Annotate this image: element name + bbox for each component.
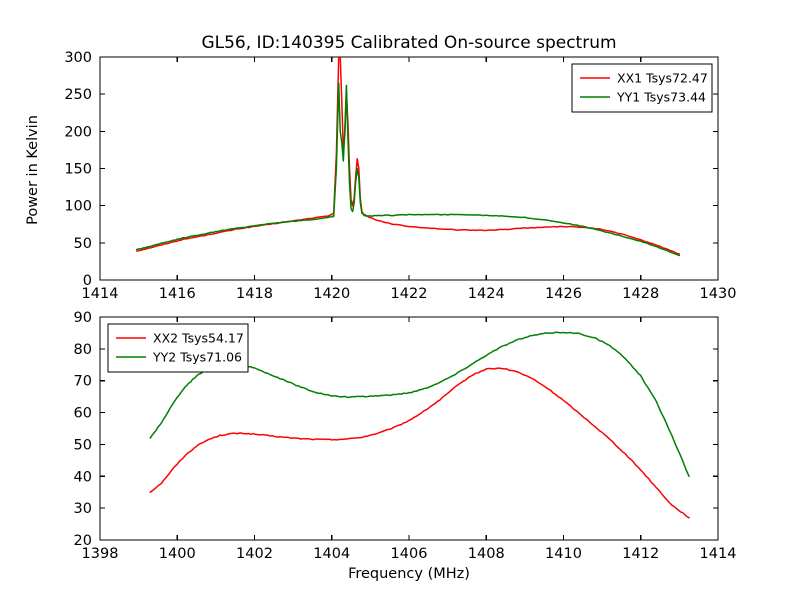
legend-frame (107, 323, 249, 373)
bottom-x-axis-label: Frequency (MHz) (348, 566, 470, 582)
top-plot-frame (99, 56, 719, 281)
bottom-axis-ticks: 1398 1400 1402 1404 1406 1408 1410 1412 1414 20 30… (74, 310, 737, 562)
series-line-xx1 (135, 57, 681, 255)
series-line-yy1 (135, 82, 681, 257)
bottom-plot-frame (99, 316, 719, 541)
y-tick-label: 300 (64, 50, 92, 66)
x-tick-label: 1416 (159, 286, 196, 302)
bottom-panel: 1398 1400 1402 1404 1406 1408 1410 1412 1414 20 30… (74, 310, 737, 582)
x-tick-label: 1424 (468, 286, 505, 302)
x-tick-label: 1408 (468, 546, 505, 562)
legend-entry-label: YY2 Tsys71.06 (152, 350, 242, 365)
y-tick-label: 0 (83, 273, 92, 289)
top-panel: GL56, ID:140395 Calibrated On-source spe… (25, 33, 736, 302)
x-tick-label: 1430 (700, 286, 737, 302)
bottom-legend[interactable]: XX2 Tsys54.17 YY2 Tsys71.06 (107, 323, 249, 373)
legend-entry-label: YY1 Tsys73.44 (616, 90, 706, 105)
y-tick-label: 20 (74, 533, 92, 549)
x-tick-label: 1410 (545, 546, 582, 562)
y-tick-label: 50 (74, 437, 92, 453)
x-tick-label: 1422 (391, 286, 428, 302)
y-tick-label: 30 (74, 501, 92, 517)
x-tick-label: 1414 (82, 286, 119, 302)
legend-frame (571, 63, 713, 113)
x-tick-label: 1412 (622, 546, 659, 562)
page-title: GL56, ID:140395 Calibrated On-source spe… (201, 33, 616, 53)
y-tick-label: 100 (64, 199, 92, 215)
y-tick-label: 70 (74, 374, 92, 390)
top-y-axis-label: Power in Kelvin (25, 115, 41, 225)
top-data-series (135, 57, 681, 257)
series-line-xx2 (149, 367, 690, 519)
y-tick-label: 200 (64, 124, 92, 140)
y-tick-label: 60 (74, 406, 92, 422)
x-tick-label: 1404 (313, 546, 350, 562)
y-tick-label: 80 (74, 342, 92, 358)
x-tick-label: 1406 (391, 546, 428, 562)
x-tick-label: 1414 (700, 546, 737, 562)
legend-entry-label: XX2 Tsys54.17 (153, 331, 244, 346)
y-tick-label: 50 (74, 236, 92, 252)
y-tick-label: 250 (64, 87, 92, 103)
x-tick-label: 1400 (159, 546, 196, 562)
y-tick-label: 40 (74, 469, 92, 485)
x-tick-label: 1428 (622, 286, 659, 302)
y-tick-label: 150 (64, 162, 92, 178)
legend-entry-label: XX1 Tsys72.47 (617, 71, 708, 86)
x-tick-label: 1402 (236, 546, 273, 562)
x-tick-label: 1420 (313, 286, 350, 302)
x-tick-label: 1426 (545, 286, 582, 302)
x-tick-label: 1398 (82, 546, 119, 562)
top-axis-ticks: 1414 1416 1418 1420 1422 1424 1426 1428 1430 0 50 1… (64, 50, 736, 302)
x-tick-label: 1418 (236, 286, 273, 302)
top-legend[interactable]: XX1 Tsys72.47 YY1 Tsys73.44 (571, 63, 713, 113)
y-tick-label: 90 (74, 310, 92, 326)
